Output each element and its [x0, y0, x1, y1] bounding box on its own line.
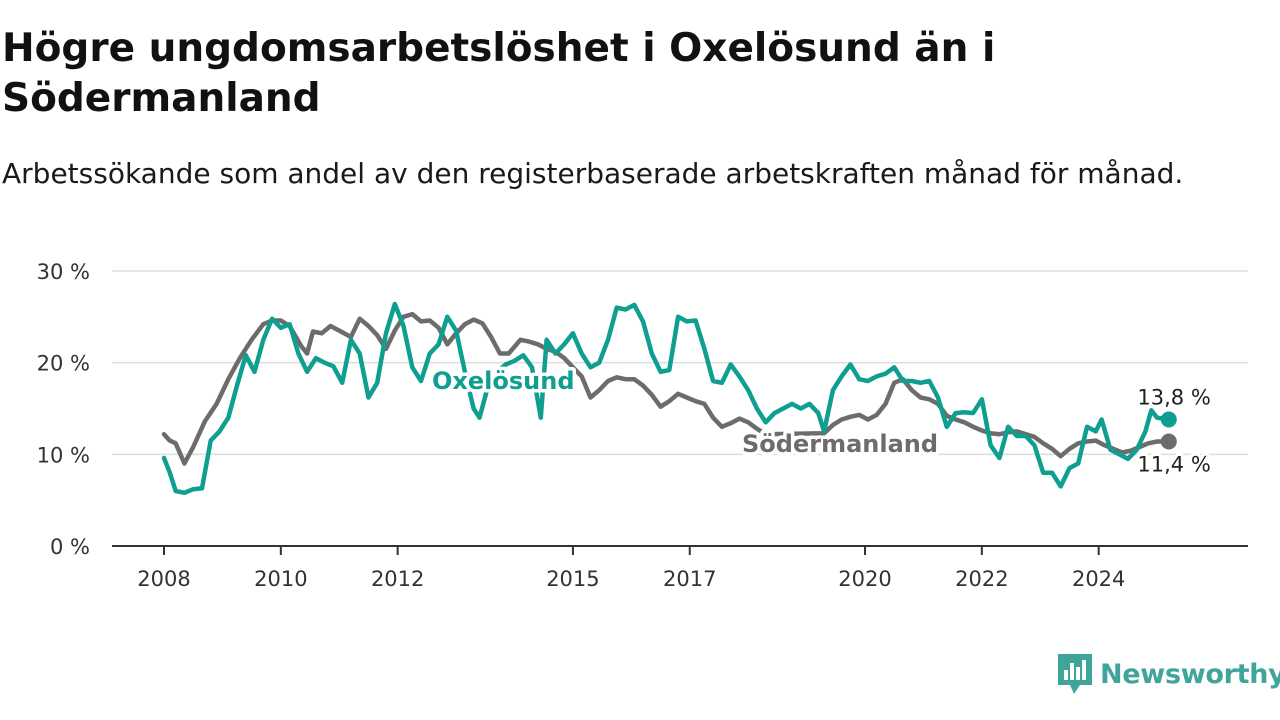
y-tick-label: 0 %: [50, 535, 90, 559]
series-label-sdermanland: Södermanland: [742, 430, 938, 458]
chart-title: Högre ungdomsarbetslöshet i Oxelösund än…: [2, 26, 996, 121]
chart-subtitle: Arbetssökande som andel av den registerb…: [2, 157, 1184, 190]
series-line-sdermanland: [161, 311, 1172, 466]
x-tick-label: 2010: [254, 567, 307, 591]
series-labels: Oxelösund Södermanland 13,8 % 11,4 %: [429, 364, 1214, 480]
series-label-oxelsund: Oxelösund: [432, 367, 575, 395]
brand-name: Newsworthy: [1100, 658, 1280, 690]
end-point-sdermanland: [1160, 433, 1177, 450]
x-tick-label: 2012: [371, 567, 424, 591]
end-point-oxelsund: [1160, 411, 1177, 428]
series-lines: [161, 301, 1177, 496]
x-tick-label: 2024: [1072, 567, 1125, 591]
y-axis-ticks: 0 % 10 % 20 % 30 %: [37, 260, 90, 559]
series-line-oxelsund: [161, 301, 1172, 496]
bar-chart-logo-icon: [1058, 654, 1092, 694]
x-tick-label: 2015: [546, 567, 599, 591]
brand-logo: Newsworthy: [1058, 654, 1280, 694]
end-value-label-sdermanland: 11,4 %: [1137, 453, 1210, 477]
y-tick-label: 30 %: [37, 260, 90, 284]
x-axis: 2008 2010 2012 2015 2017 2020 2022 2024: [112, 545, 1248, 591]
x-tick-label: 2020: [838, 567, 891, 591]
end-value-label-oxelsund: 13,8 %: [1137, 386, 1210, 410]
gridlines: [112, 270, 1248, 456]
x-tick-label: 2022: [955, 567, 1008, 591]
y-tick-label: 10 %: [37, 443, 90, 467]
x-tick-label: 2008: [137, 567, 190, 591]
x-tick-label: 2017: [663, 567, 716, 591]
y-tick-label: 20 %: [37, 352, 90, 376]
